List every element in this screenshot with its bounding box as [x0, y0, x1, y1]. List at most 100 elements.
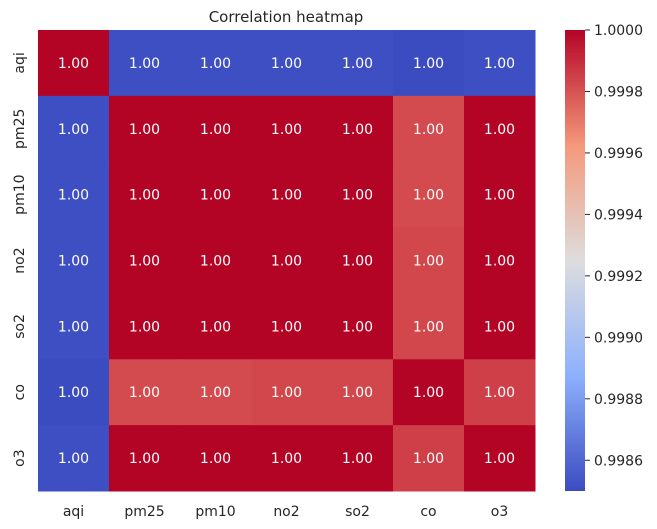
x-tick-label-o3: o3 [491, 504, 508, 520]
heatmap-cell-co-o3 [464, 359, 536, 426]
cell-value-label: 1.00 [129, 56, 160, 72]
heatmap-cell-aqi-co [393, 30, 465, 97]
heatmap-cell-so2-pm10 [180, 293, 252, 360]
heatmap-cell-pm25-co [393, 95, 465, 163]
cell-value-label: 1.00 [342, 385, 373, 401]
cell-value-label: 1.00 [129, 451, 160, 467]
cell-value-label: 1.00 [271, 56, 302, 72]
cell-value-label: 1.00 [271, 254, 302, 270]
cell-value-label: 1.00 [413, 385, 444, 401]
heatmap-cell-pm10-aqi [38, 161, 110, 229]
heatmap-cell-pm25-no2 [251, 95, 323, 163]
heatmap-cell-pm25-so2 [322, 95, 394, 163]
heatmap-cells [38, 30, 536, 492]
heatmap-cell-pm25-pm25 [109, 95, 181, 163]
cell-value-label: 1.00 [58, 254, 89, 270]
cell-value-label: 1.00 [58, 122, 89, 138]
heatmap-cell-no2-pm25 [109, 227, 181, 294]
heatmap-cell-co-co [393, 359, 465, 426]
cell-value-label: 1.00 [413, 451, 444, 467]
heatmap-cell-co-so2 [322, 359, 394, 426]
cell-value-label: 1.00 [484, 451, 515, 467]
heatmap-cell-co-aqi [38, 359, 110, 426]
cell-value-label: 1.00 [342, 188, 373, 204]
colorbar-tick-label: 0.9998 [594, 84, 643, 100]
chart-title: Correlation heatmap [209, 8, 364, 26]
y-tick-label-pm10: pm10 [12, 174, 28, 214]
heatmap-cell-no2-so2 [322, 227, 394, 294]
cell-value-label: 1.00 [271, 122, 302, 138]
cell-value-label: 1.00 [200, 385, 231, 401]
x-tick-label-co: co [420, 504, 436, 520]
heatmap-cell-pm25-aqi [38, 95, 110, 163]
heatmap-cell-pm10-pm25 [109, 161, 181, 229]
x-tick-label-no2: no2 [273, 504, 299, 520]
cell-value-label: 1.00 [413, 319, 444, 335]
heatmap-cell-o3-o3 [464, 425, 536, 492]
heatmap-cell-aqi-no2 [251, 30, 323, 97]
cell-value-label: 1.00 [271, 319, 302, 335]
heatmap-cell-o3-so2 [322, 425, 394, 492]
heatmap-cell-o3-aqi [38, 425, 110, 492]
heatmap-cell-so2-o3 [464, 293, 536, 360]
heatmap-cell-so2-so2 [322, 293, 394, 360]
cell-value-label: 1.00 [484, 254, 515, 270]
cell-value-label: 1.00 [200, 122, 231, 138]
x-tick-label-so2: so2 [345, 504, 370, 520]
y-tick-label-o3: o3 [12, 449, 28, 466]
colorbar-tick-label: 0.9986 [594, 453, 643, 469]
cell-value-label: 1.00 [271, 385, 302, 401]
colorbar-tick-labels: 0.9986 0.9988 0.9990 0.9992 0.9994 0.9996 0.99… [585, 23, 643, 469]
cell-value-label: 1.00 [413, 188, 444, 204]
cell-value-label: 1.00 [200, 56, 231, 72]
heatmap-cell-co-pm25 [109, 359, 181, 426]
heatmap-cell-aqi-aqi [38, 30, 110, 97]
cell-value-label: 1.00 [129, 319, 160, 335]
heatmap-cell-co-no2 [251, 359, 323, 426]
cell-value-label: 1.00 [58, 188, 89, 204]
cell-value-label: 1.00 [271, 451, 302, 467]
y-tick-label-co: co [12, 384, 28, 400]
cell-value-label: 1.00 [484, 122, 515, 138]
cell-value-label: 1.00 [342, 56, 373, 72]
heatmap-cell-co-pm10 [180, 359, 252, 426]
heatmap-cell-no2-o3 [464, 227, 536, 294]
y-tick-label-no2: no2 [12, 247, 28, 273]
heatmap-cell-aqi-pm25 [109, 30, 181, 97]
heatmap-cell-pm10-co [393, 161, 465, 229]
heatmap-cell-o3-pm25 [109, 425, 181, 492]
cell-value-label: 1.00 [484, 385, 515, 401]
heatmap-cell-labels: 1.00 1.00 1.00 1.00 1.00 1.00 1.00 1.00 1.00 1.00… [58, 56, 515, 467]
cell-value-label: 1.00 [342, 319, 373, 335]
cell-value-label: 1.00 [200, 254, 231, 270]
cell-value-label: 1.00 [58, 385, 89, 401]
cell-value-label: 1.00 [484, 188, 515, 204]
colorbar-tick-label: 0.9988 [594, 392, 643, 408]
cell-value-label: 1.00 [342, 451, 373, 467]
heatmap-cell-pm25-o3 [464, 95, 536, 163]
heatmap-cell-aqi-so2 [322, 30, 394, 97]
heatmap-cell-aqi-o3 [464, 30, 536, 97]
cell-value-label: 1.00 [484, 319, 515, 335]
cell-value-label: 1.00 [58, 451, 89, 467]
x-tick-label-pm10: pm10 [195, 504, 235, 520]
x-tick-label-aqi: aqi [63, 504, 84, 520]
heatmap-cell-so2-co [393, 293, 465, 360]
cell-value-label: 1.00 [129, 188, 160, 204]
colorbar-tick-label: 0.9994 [594, 207, 643, 223]
colorbar-tick-label: 0.9992 [594, 269, 643, 285]
heatmap-cell-o3-co [393, 425, 465, 492]
heatmap-cell-no2-co [393, 227, 465, 294]
cell-value-label: 1.00 [271, 188, 302, 204]
y-tick-label-so2: so2 [12, 314, 28, 339]
heatmap-cell-pm10-o3 [464, 161, 536, 229]
heatmap-cell-pm10-no2 [251, 161, 323, 229]
cell-value-label: 1.00 [200, 188, 231, 204]
x-tick-label-pm25: pm25 [124, 504, 164, 520]
colorbar-tick-label: 1.0000 [594, 23, 643, 39]
x-axis-tick-labels: aqi pm25 pm10 no2 so2 co o3 [63, 504, 508, 520]
cell-value-label: 1.00 [129, 254, 160, 270]
heatmap-cell-so2-aqi [38, 293, 110, 360]
heatmap-cell-o3-pm10 [180, 425, 252, 492]
cell-value-label: 1.00 [413, 56, 444, 72]
